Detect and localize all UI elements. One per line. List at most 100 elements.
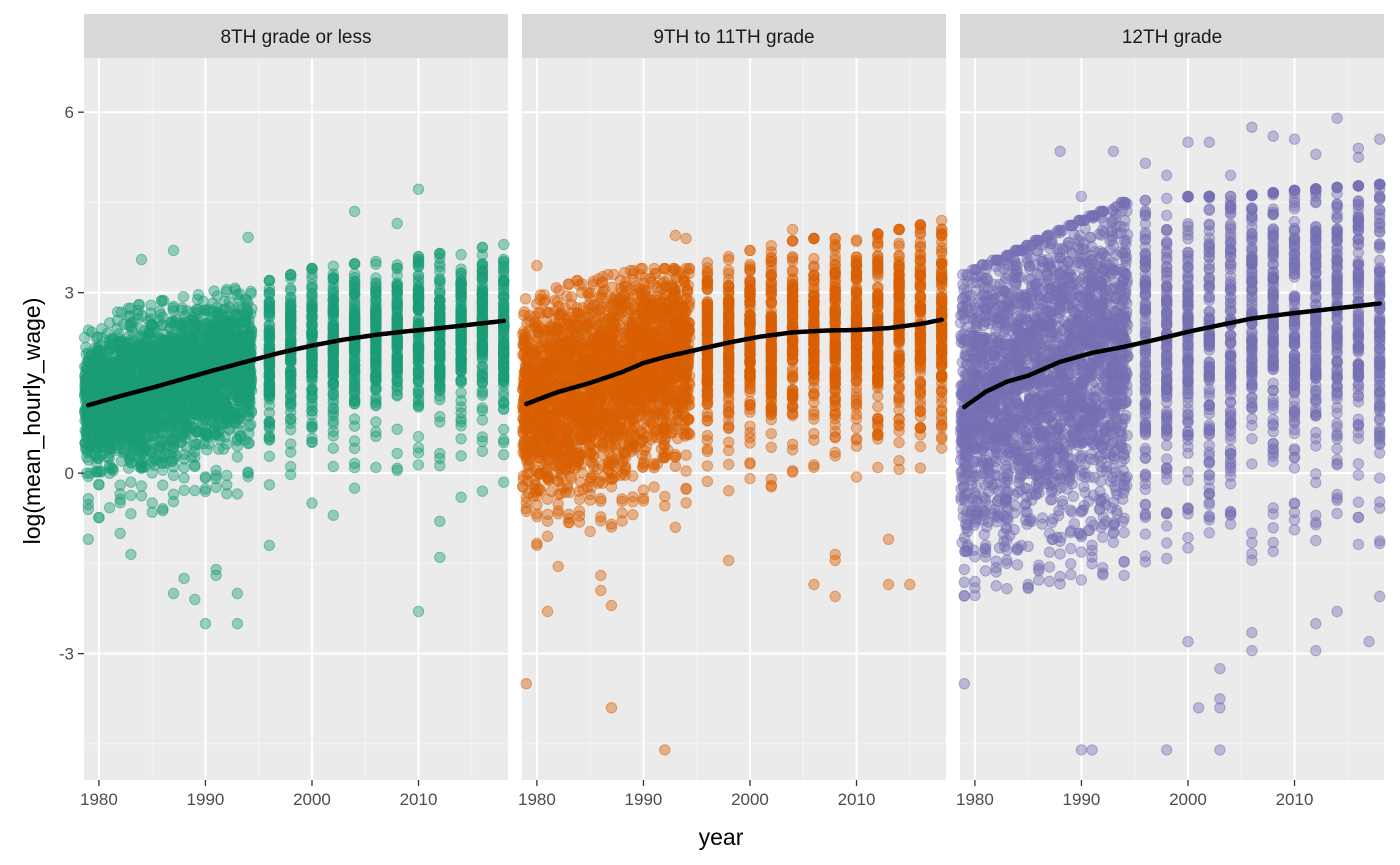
data-point [563, 508, 575, 520]
data-point [187, 352, 199, 365]
data-point [476, 435, 489, 448]
data-point [153, 305, 166, 317]
y-tick-label: 0 [65, 464, 74, 483]
data-point [221, 438, 233, 450]
data-point [391, 423, 403, 435]
data-point [164, 404, 177, 416]
data-point [82, 503, 95, 515]
data-point [157, 464, 169, 476]
data-point [285, 438, 297, 450]
data-point [203, 438, 215, 450]
data-point [348, 385, 361, 397]
data-point [263, 389, 276, 401]
data-point [348, 319, 361, 331]
data-point [135, 456, 148, 468]
data-point [550, 282, 562, 294]
data-point [476, 339, 489, 351]
data-point [155, 295, 168, 307]
data-point [285, 354, 297, 366]
data-point [549, 328, 562, 340]
data-point [135, 490, 148, 502]
data-point [559, 302, 571, 314]
data-point [370, 426, 382, 438]
data-point [564, 486, 576, 499]
data-point [231, 488, 244, 500]
data-point [82, 498, 95, 511]
data-point [348, 354, 361, 366]
data-point [208, 285, 220, 297]
data-point [263, 431, 276, 443]
data-point [476, 387, 489, 399]
data-point [306, 320, 318, 332]
data-point [146, 497, 158, 509]
data-point [185, 403, 197, 415]
data-point [528, 484, 541, 496]
data-point [434, 393, 446, 406]
data-point [114, 479, 126, 491]
data-point [348, 258, 361, 270]
data-point [263, 329, 276, 341]
data-point [111, 314, 124, 327]
data-point [185, 331, 198, 344]
data-point [263, 418, 276, 430]
data-point [218, 375, 231, 387]
data-point [434, 349, 446, 361]
x-tick-label: 1990 [187, 790, 225, 809]
data-point [571, 274, 584, 287]
data-point [238, 316, 251, 328]
data-point [434, 312, 446, 324]
facet-strip-label: 8TH grade or less [220, 27, 371, 48]
data-point [541, 515, 554, 527]
data-point [125, 548, 137, 561]
data-point [348, 281, 361, 294]
data-point [229, 284, 242, 296]
data-point [285, 316, 297, 328]
data-point [210, 472, 222, 485]
data-point [167, 469, 180, 481]
data-point [306, 422, 318, 434]
data-point [231, 617, 244, 630]
data-point [348, 296, 361, 308]
data-point [391, 352, 403, 364]
data-point [306, 388, 318, 401]
data-point [306, 268, 318, 281]
data-point [541, 530, 554, 542]
data-point [391, 333, 403, 345]
data-point [498, 403, 510, 415]
data-point [178, 484, 190, 497]
data-point [540, 421, 552, 433]
data-point [228, 414, 240, 427]
data-point [327, 509, 339, 521]
y-tick-label: 3 [65, 284, 74, 303]
data-point [327, 460, 339, 473]
data-point [327, 320, 339, 332]
data-point [412, 401, 425, 413]
data-point [434, 258, 446, 270]
data-point [370, 384, 382, 396]
data-point [263, 407, 276, 419]
data-point [391, 296, 403, 309]
data-point [178, 472, 190, 484]
data-point [177, 291, 190, 303]
data-point [327, 430, 339, 442]
data-point [518, 335, 531, 348]
data-point [348, 205, 361, 218]
data-point [199, 617, 212, 630]
data-point [412, 442, 425, 454]
data-point [549, 350, 562, 362]
data-point [245, 342, 257, 354]
data-point [519, 293, 532, 305]
data-point [348, 461, 361, 474]
data-point [584, 525, 596, 538]
data-point [498, 363, 510, 375]
data-point [154, 358, 166, 370]
data-point [242, 399, 254, 411]
data-point [538, 383, 550, 396]
data-point [391, 367, 403, 379]
data-point [143, 315, 155, 327]
data-point [103, 502, 116, 514]
data-point [348, 435, 361, 447]
data-point [242, 470, 254, 483]
